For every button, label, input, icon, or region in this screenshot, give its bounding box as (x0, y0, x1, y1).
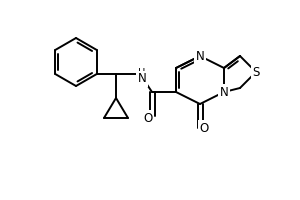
Text: O: O (143, 112, 153, 124)
Text: N: N (196, 49, 204, 62)
Text: O: O (200, 121, 208, 134)
Text: S: S (252, 66, 260, 78)
Text: H: H (138, 68, 146, 78)
Text: N: N (138, 72, 146, 86)
Text: N: N (220, 86, 228, 98)
